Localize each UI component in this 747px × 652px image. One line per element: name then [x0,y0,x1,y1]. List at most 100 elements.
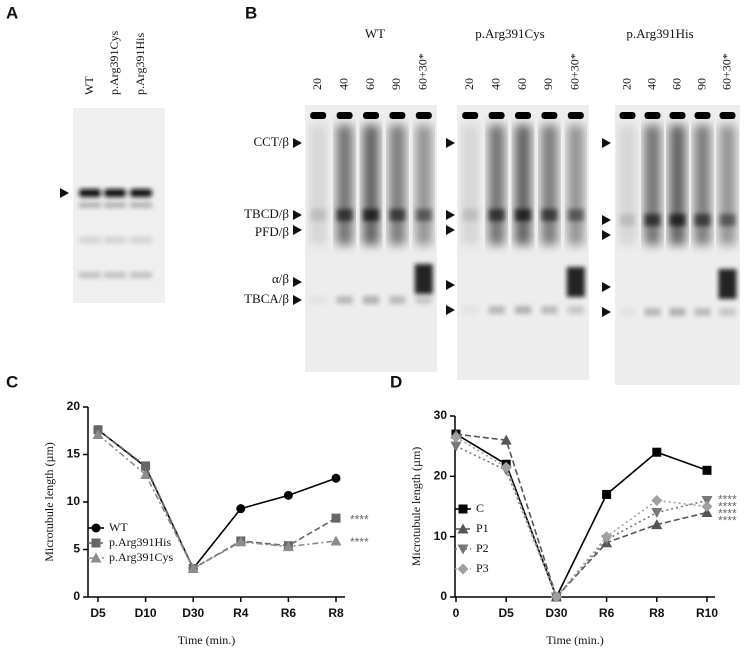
band-label: α/β [272,271,289,286]
band [488,306,505,314]
band [130,202,152,208]
marker [651,494,663,506]
series-line [455,436,708,599]
panel-letter: D [390,372,402,391]
lane-label: 20 [310,78,324,90]
smear [567,125,584,245]
arrow-marker [293,225,302,235]
panel-letter: C [6,372,18,391]
marker [457,544,469,555]
band [363,209,379,221]
marker [651,508,663,519]
x-tick-label: 0 [453,606,460,620]
y-axis-label: Microtubule length (µm) [42,442,56,562]
arrow-marker [602,138,611,148]
band [462,306,479,314]
arrow-marker [60,188,69,198]
well [462,112,479,119]
lane-label: 60 [515,78,529,90]
arrow-marker [446,138,455,148]
marker [702,465,712,475]
band [104,272,126,278]
band [719,214,736,226]
band [104,237,126,243]
marker [282,541,294,552]
smear [619,125,636,245]
well [415,112,432,119]
well [644,112,661,119]
marker [458,504,468,514]
well [719,112,736,119]
smear [644,125,661,245]
y-tick-label: 20 [434,469,448,483]
band [336,296,353,304]
band-label: TBCA/β [244,291,289,306]
band [515,306,531,314]
lane-label: 60+30* [568,53,582,90]
x-tick-label: R10 [696,606,718,620]
arrow-marker [293,277,302,287]
band [541,209,558,221]
band [363,296,379,304]
lane-label: 60+30* [719,53,733,90]
marker [90,552,102,563]
band [130,237,152,243]
band [567,306,584,314]
lane-label: p.Arg391His [133,33,147,95]
marker [92,429,104,440]
band [79,237,101,243]
marker [457,523,469,534]
marker [331,513,341,523]
arrow-marker [602,230,611,240]
marker [652,447,662,457]
band [79,189,101,197]
band [310,209,327,221]
smear [363,125,379,245]
significance: **** [350,512,369,526]
band [310,296,327,304]
lane-label: 40 [488,78,502,90]
band-label: CCT/β [253,134,289,149]
panel-letter: B [245,3,257,22]
significance: **** [718,514,737,528]
marker [283,490,293,500]
y-tick-label: 5 [73,542,80,556]
well [389,112,406,119]
smear [310,125,327,245]
legend-label: WT [109,520,128,534]
arrow-marker [602,307,611,317]
lane-label: 40 [336,78,350,90]
lane-label: 40 [644,78,658,90]
legend-label: P2 [476,541,489,555]
legend-label: p.Arg391Cys [109,550,173,564]
band [130,272,152,278]
smear [669,125,686,245]
well [541,112,558,119]
x-tick-label: D5 [499,606,515,620]
band [130,189,152,197]
x-tick-label: D5 [90,606,106,620]
band [104,189,126,197]
x-axis-label: Time (min.) [178,633,236,647]
marker [140,468,152,479]
series-line [455,433,708,600]
marker [330,535,342,546]
lane-label: 60 [363,78,377,90]
band [718,269,737,299]
marker [550,591,562,603]
y-tick-label: 0 [440,589,447,603]
band [462,209,479,221]
band [79,272,101,278]
band [619,308,636,316]
well [619,112,636,119]
marker [601,531,613,543]
marker [450,431,462,443]
lane-label: WT [82,76,96,95]
well [515,112,531,119]
gel-images: WT p.Arg391Cys p.Arg391His WT 20 40 60 90 60+30*… [60,26,740,385]
smear [462,125,479,245]
band [414,264,433,294]
smear [515,125,531,245]
